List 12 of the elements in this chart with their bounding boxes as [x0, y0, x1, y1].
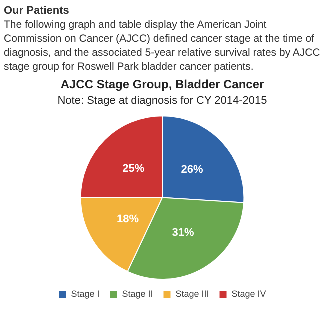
legend-label: Stage II	[122, 288, 154, 299]
text: The following graph and table display the American Joint Commission on Cancer (AJCC) defined cancer stage at the time of diagnosis, and the associated 5-year relative survival rates by AJCC stage group for Roswell Park bladder cancer patients.	[4, 18, 321, 74]
legend-label: Stage IV	[232, 288, 266, 299]
chart-subtitle: Note: Stage at diagnosis for CY 2014-2015	[58, 95, 268, 108]
legend-label: Stage III	[176, 288, 210, 299]
data-label: 18%	[116, 214, 140, 226]
legend-label: Stage I	[71, 288, 100, 299]
data-label: 25%	[122, 162, 145, 175]
text: Our Patients	[4, 4, 70, 18]
data-label: 31%	[172, 226, 195, 239]
data-label: 26%	[181, 164, 204, 176]
chart-title: AJCC Stage Group, Bladder Cancer	[60, 78, 265, 92]
